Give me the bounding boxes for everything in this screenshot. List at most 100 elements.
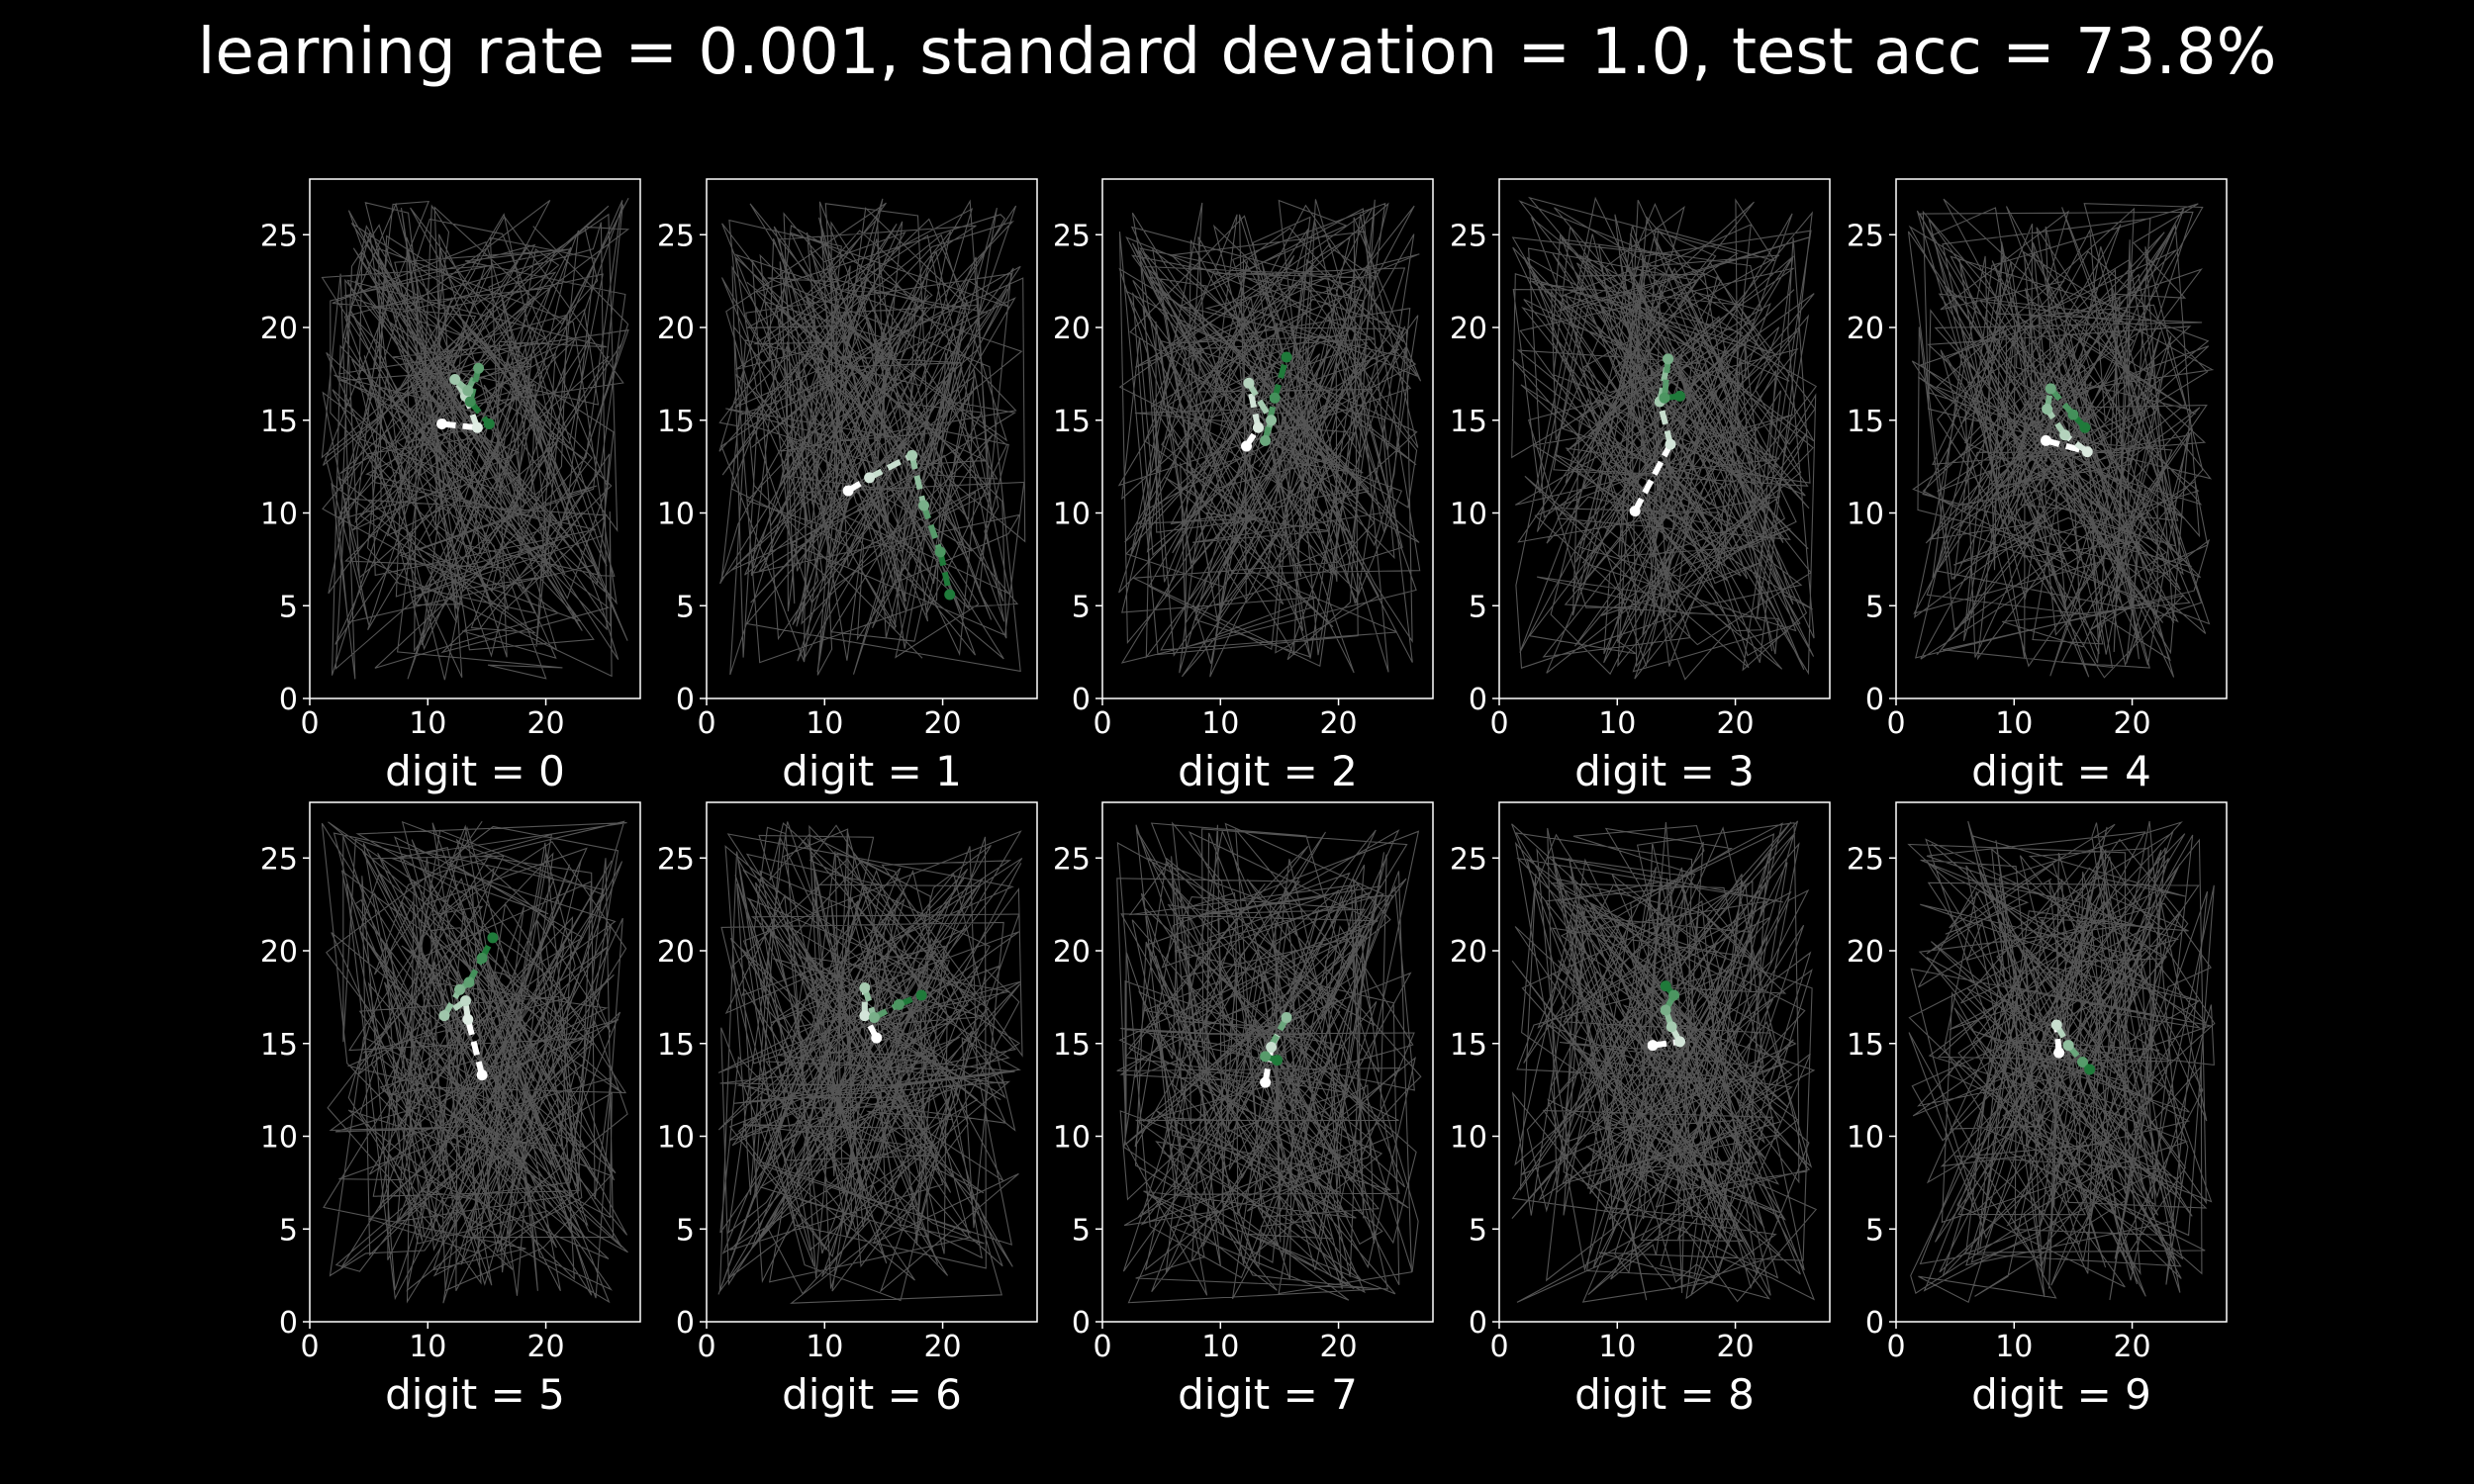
y-tick-label: 0 [1865,1306,1884,1341]
y-tick-label: 5 [1072,1213,1091,1248]
y-tick-label: 5 [1865,590,1884,624]
y-tick-label: 10 [1450,498,1487,532]
axes-frame [1498,801,1831,1323]
y-tick-label: 10 [1847,498,1884,532]
path-point [917,500,929,511]
y-tick-label: 10 [1450,1121,1487,1156]
x-tick-label: 0 [1886,1330,1905,1364]
path-point [934,546,946,558]
path-point [1260,1051,1272,1063]
axes-frame [1895,801,2228,1323]
y-tick-label: 0 [1865,683,1884,717]
series-path [2050,1019,2096,1075]
panel-subtitle: digit = 8 [1574,1370,1755,1419]
path-point [2050,1019,2062,1031]
noise-polyline [321,197,630,681]
y-tick-label: 25 [1053,219,1091,253]
noise-lines [717,821,1023,1304]
panel-7: 0 10 20 0 5 10 15 20 25 digit = 7 [1053,801,1434,1419]
y-tick-label: 15 [1053,405,1091,439]
noise-lines [1907,198,2215,679]
y-tick-label: 5 [1469,590,1487,624]
y-tick-label: 20 [657,312,695,346]
path-point [864,472,876,484]
y-tick-label: 25 [1450,219,1487,253]
x-tick-label: 0 [1489,1330,1508,1364]
y-tick-label: 5 [1865,1213,1884,1248]
y-tick-label: 25 [1847,842,1884,877]
path-point [906,449,918,461]
path-point [2042,404,2053,415]
path-segment [2047,386,2076,417]
y-tick-label: 15 [260,1028,298,1063]
x-tick-label: 10 [1598,706,1636,741]
x-tick-label: 20 [1319,1330,1357,1364]
x-tick-label: 20 [526,1330,564,1364]
panel-8: 0 10 20 0 5 10 15 20 25 digit = 8 [1450,801,1831,1419]
path-point [1260,434,1272,446]
x-tick-label: 0 [300,706,319,741]
path-segment [1657,401,1673,445]
panel-0: 0 10 20 0 5 10 15 20 25 digit = 0 [260,178,641,795]
x-tick-label: 10 [1995,706,2033,741]
axes-frame [1498,178,1831,699]
path-segment [937,551,953,596]
x-tick-label: 20 [2113,1330,2150,1364]
y-tick-label: 10 [260,498,298,532]
path-point [2059,429,2071,441]
x-tick-label: 10 [806,1330,843,1364]
noise-lines [1117,199,1422,678]
path-segment [1262,1016,1289,1059]
path-point [2053,1047,2065,1059]
panel-subtitle: digit = 7 [1178,1370,1358,1419]
path-point [1629,506,1641,517]
path-segment [1632,442,1673,513]
path-point [438,1010,450,1022]
panel-1: 0 10 20 0 5 10 15 20 25 digit = 1 [657,178,1038,795]
y-tick-label: 10 [1847,1121,1884,1156]
panel-6: 0 10 20 0 5 10 15 20 25 digit = 6 [657,801,1038,1419]
y-tick-label: 10 [657,1121,695,1156]
y-tick-label: 25 [1450,842,1487,877]
noise-lines [1907,820,2216,1303]
path-point [2081,446,2093,458]
y-tick-label: 25 [657,842,695,877]
noise-lines [321,197,630,681]
x-tick-label: 10 [1995,1330,2033,1364]
panel-3: 0 10 20 0 5 10 15 20 25 digit = 3 [1450,178,1831,795]
y-tick-label: 0 [1072,1306,1091,1341]
path-point [2067,409,2079,420]
path-point [463,976,475,988]
x-tick-label: 0 [300,1330,319,1364]
y-tick-label: 15 [657,405,695,439]
series-path [1647,980,1686,1052]
path-point [436,418,448,429]
panel-subtitle: digit = 1 [782,747,962,795]
noise-polyline [717,821,1023,1304]
panel-2: 0 10 20 0 5 10 15 20 25 digit = 2 [1053,178,1434,795]
axes-frame [309,801,641,1323]
noise-lines [1116,821,1422,1304]
panel-subtitle: digit = 6 [782,1370,962,1419]
y-tick-label: 5 [676,590,695,624]
path-point [859,1010,871,1022]
x-tick-label: 10 [1201,1330,1239,1364]
y-tick-label: 25 [1053,842,1091,877]
path-point [1266,415,1278,426]
x-tick-label: 10 [409,1330,446,1364]
y-tick-label: 25 [657,219,695,253]
y-tick-label: 0 [279,1306,298,1341]
noise-polyline [1907,198,2215,679]
y-tick-label: 20 [1847,312,1884,346]
path-point [1243,377,1255,389]
y-tick-label: 15 [260,405,298,439]
path-point [1241,440,1253,452]
y-tick-label: 0 [676,1306,695,1341]
noise-polyline [321,820,628,1304]
path-point [453,983,465,995]
path-point [2045,383,2056,395]
y-tick-label: 15 [657,1028,695,1063]
x-tick-label: 10 [806,706,843,741]
noise-polyline [1511,820,1818,1303]
